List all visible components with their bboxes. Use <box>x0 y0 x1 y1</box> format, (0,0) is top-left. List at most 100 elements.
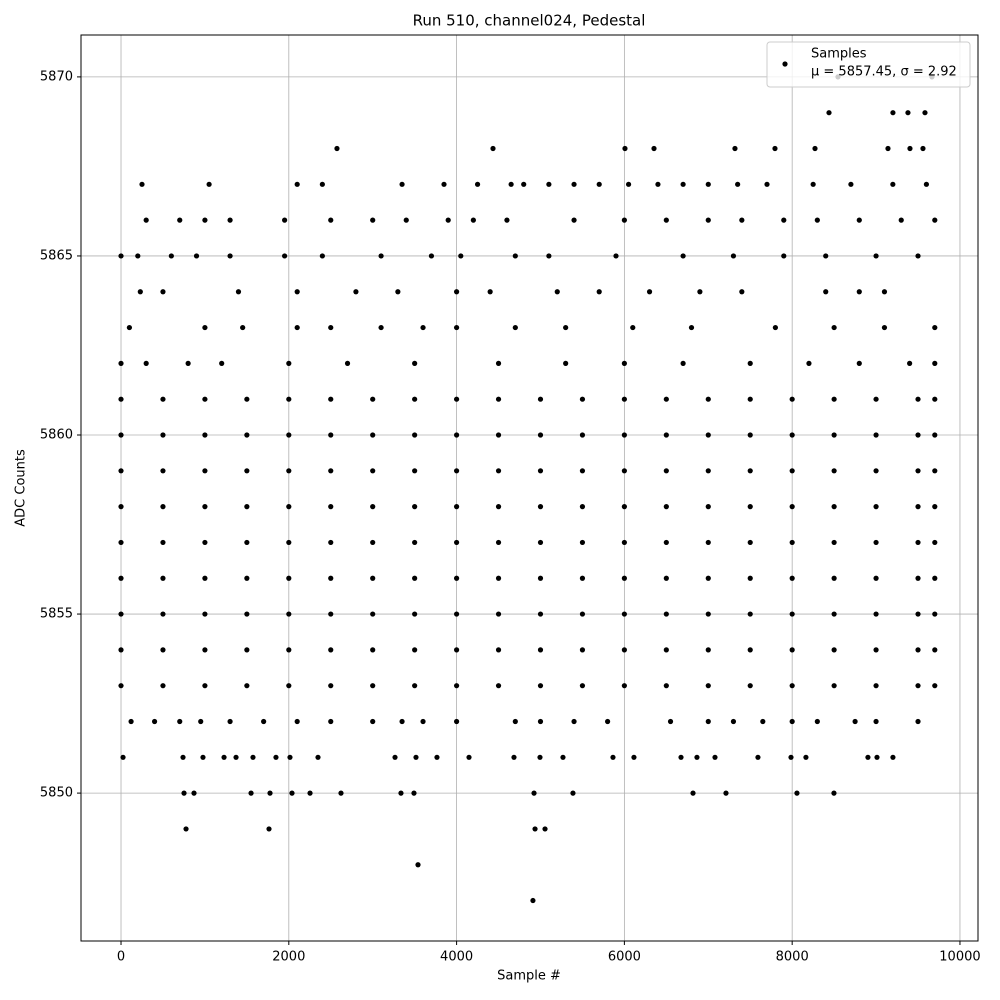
point <box>803 754 809 760</box>
point <box>202 468 208 474</box>
point <box>267 790 273 796</box>
point <box>398 790 404 796</box>
point <box>266 826 272 832</box>
point <box>747 539 753 546</box>
point <box>353 289 359 295</box>
point <box>177 217 183 223</box>
point <box>221 754 227 760</box>
point <box>680 360 686 366</box>
point <box>646 289 653 295</box>
point <box>747 611 753 617</box>
point <box>412 396 418 402</box>
point <box>747 575 753 581</box>
point <box>495 432 502 438</box>
point <box>120 754 126 760</box>
point <box>143 217 149 223</box>
point <box>789 718 795 725</box>
point <box>542 826 548 832</box>
point <box>732 145 738 152</box>
point <box>596 181 602 187</box>
point <box>621 217 627 223</box>
point <box>227 253 233 259</box>
point <box>831 504 837 510</box>
point <box>772 145 778 152</box>
point <box>328 683 334 689</box>
point <box>705 718 711 725</box>
point <box>495 396 502 402</box>
point <box>294 324 300 331</box>
point <box>571 718 577 725</box>
point <box>596 289 602 295</box>
point <box>789 396 795 402</box>
point <box>678 754 684 760</box>
point <box>831 432 837 438</box>
point <box>286 396 292 402</box>
point <box>848 181 854 187</box>
point <box>118 647 124 653</box>
point <box>370 683 376 689</box>
point <box>760 718 766 725</box>
point <box>537 683 544 689</box>
point <box>206 181 212 187</box>
point <box>198 718 204 725</box>
x-tick-label: 0 <box>117 950 125 965</box>
point <box>705 647 711 653</box>
point <box>521 181 527 187</box>
point <box>613 253 619 259</box>
point <box>118 504 124 510</box>
point <box>328 468 334 474</box>
y-tick-label: 5865 <box>40 248 73 263</box>
point <box>202 611 208 617</box>
chart-title: Run 510, channel024, Pedestal <box>413 12 646 30</box>
point <box>160 468 166 474</box>
point <box>694 754 700 760</box>
point <box>823 289 829 295</box>
point <box>747 396 753 402</box>
point <box>286 575 292 581</box>
point <box>470 217 476 223</box>
point <box>810 181 816 187</box>
point <box>370 468 376 474</box>
point <box>546 181 552 187</box>
point <box>286 360 292 366</box>
point <box>118 468 124 474</box>
point <box>420 324 426 331</box>
point <box>831 324 837 331</box>
point <box>453 432 460 438</box>
point <box>814 217 820 223</box>
point <box>705 396 711 402</box>
point <box>118 575 124 581</box>
point <box>890 181 896 187</box>
point <box>202 647 208 653</box>
point <box>328 396 334 402</box>
point <box>537 504 544 510</box>
point <box>610 754 616 760</box>
legend-label: Samples <box>811 47 867 62</box>
point <box>399 718 405 725</box>
point <box>781 217 787 223</box>
point <box>781 253 787 259</box>
point <box>244 611 250 617</box>
point <box>160 575 166 581</box>
point <box>747 432 753 438</box>
point <box>135 253 141 259</box>
point <box>181 790 187 796</box>
point <box>412 575 418 581</box>
point <box>735 181 741 187</box>
point <box>537 432 544 438</box>
point <box>453 718 460 725</box>
point <box>168 253 174 259</box>
point <box>932 324 938 331</box>
point <box>789 468 795 474</box>
point <box>831 575 837 581</box>
point <box>915 683 921 689</box>
point <box>202 504 208 510</box>
point <box>621 360 627 366</box>
point <box>705 539 711 546</box>
point <box>378 253 384 259</box>
point <box>680 253 686 259</box>
y-tick-label: 5850 <box>40 786 73 801</box>
x-axis-label: Sample # <box>497 969 561 984</box>
point <box>511 754 517 760</box>
point <box>294 181 300 187</box>
